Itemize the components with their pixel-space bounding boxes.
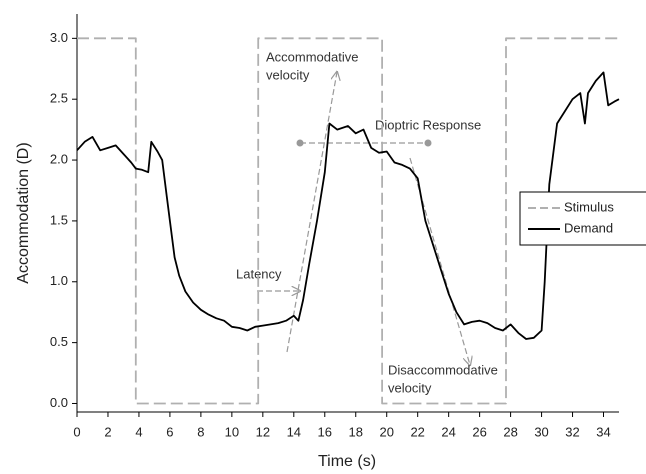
annotation: Dioptric Response [375,117,481,132]
x-tick-label: 32 [565,424,579,439]
annotation-arrows [257,72,470,365]
annotation: Latency [236,266,282,281]
x-tick-label: 28 [503,424,517,439]
y-tick-label: 0.5 [50,334,68,349]
series-line [76,71,620,340]
x-tick-label: 22 [410,424,424,439]
x-tick-label: 16 [318,424,332,439]
series-line [77,37,619,405]
x-tick-label: 26 [472,424,486,439]
x-tick-label: 20 [379,424,393,439]
annotation: velocity [388,380,432,395]
x-tick-label: 2 [104,424,111,439]
y-tick-label: 1.5 [50,212,68,227]
y-tick-label: 2.5 [50,91,68,106]
x-tick-label: 12 [256,424,270,439]
legend: Stimulus Demand [519,191,646,246]
x-tick-label: 30 [534,424,548,439]
x-tick-label: 8 [197,424,204,439]
x-tick-label: 0 [73,424,80,439]
x-tick-label: 4 [135,424,142,439]
x-tick-label: 14 [287,424,301,439]
x-tick-label: 18 [349,424,363,439]
legend-box [519,191,646,246]
x-tick-label: 24 [441,424,455,439]
x-tick-label: 34 [596,424,610,439]
x-axis-label: Time (s) [318,453,376,470]
y-tick-label: 0.0 [50,395,68,410]
annotation: Disaccommodative [388,362,498,377]
legend-label: Stimulus [564,199,614,214]
y-tick-label: 1.0 [50,273,68,288]
y-axis-label: Accommodation (D) [15,142,32,283]
legend-label: Demand [564,220,613,235]
y-tick-label: 3.0 [50,30,68,45]
x-tick-label: 6 [166,424,173,439]
x-tick-label: 10 [225,424,239,439]
annotation: Accommodative [266,49,358,64]
y-tick-label: 2.0 [50,151,68,166]
annotation: velocity [266,67,310,82]
